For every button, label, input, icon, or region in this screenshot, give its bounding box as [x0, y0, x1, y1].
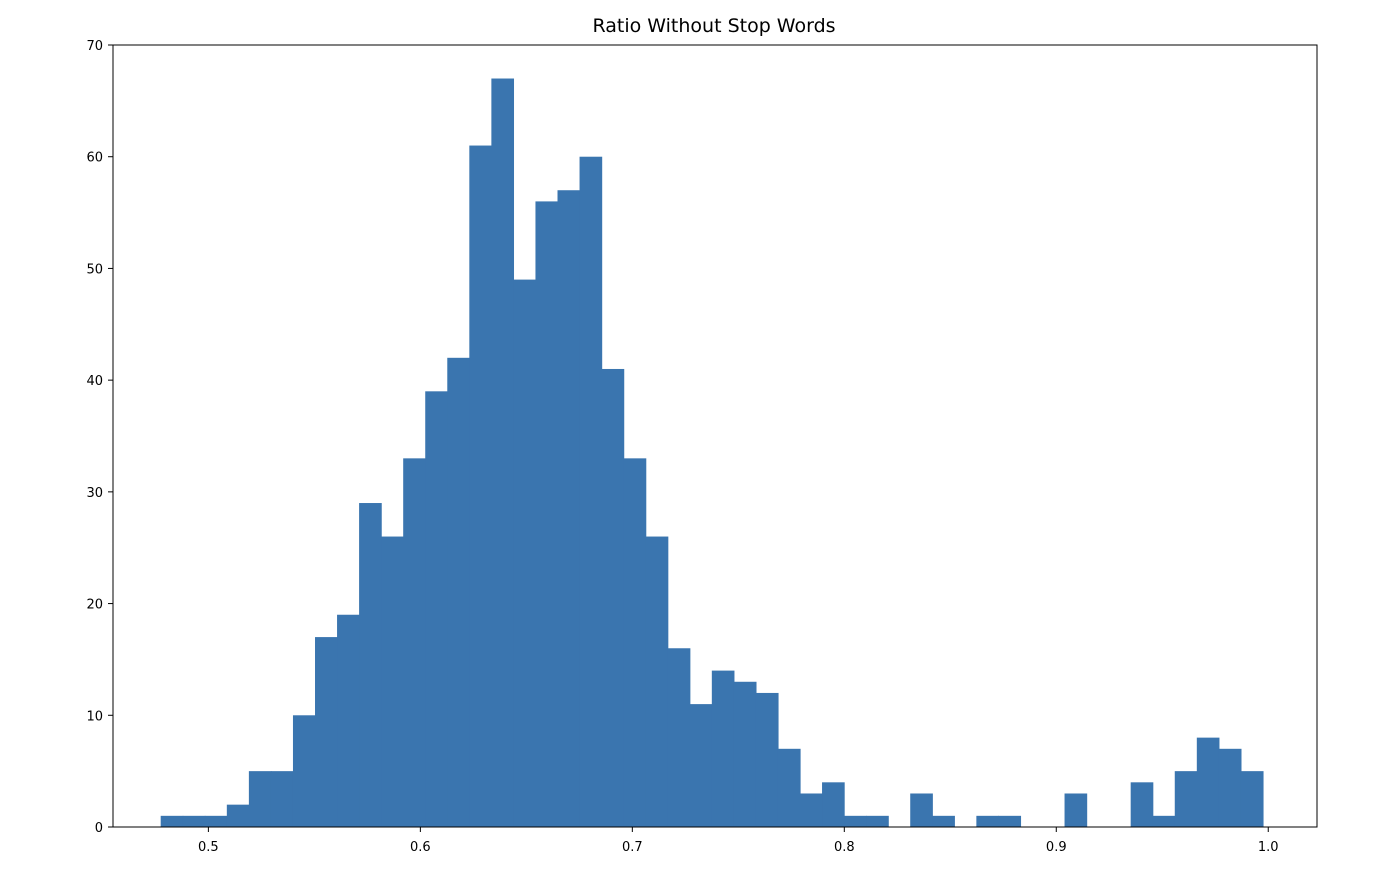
histogram-bar-0 [160, 815, 184, 827]
histogram-bar-24 [689, 704, 713, 827]
histogram-bar-15 [491, 78, 515, 827]
histogram-bar-13 [447, 357, 470, 827]
histogram-bar-22 [645, 536, 669, 827]
histogram-bar-21 [623, 458, 647, 827]
y-tick-label: 0 [95, 821, 103, 836]
y-tick-label: 10 [86, 709, 103, 724]
histogram-bar-44 [1130, 782, 1154, 827]
histogram-bar-12 [425, 391, 448, 827]
histogram-bar-30 [822, 782, 845, 827]
histogram-bar-47 [1196, 737, 1220, 827]
histogram-bar-7 [315, 637, 338, 827]
x-tick-label: 0.9 [1046, 840, 1067, 855]
histogram-bar-49 [1240, 771, 1264, 827]
histogram-bar-25 [711, 670, 735, 827]
histogram-bar-16 [513, 279, 537, 828]
x-axis: 0.5 0.6 0.7 0.8 0.9 1.0 [198, 827, 1279, 855]
y-tick-label: 60 [86, 151, 103, 166]
histogram-bar-20 [601, 368, 625, 827]
y-tick-label: 50 [86, 262, 103, 277]
histogram-bar-19 [579, 156, 603, 827]
x-tick-label: 1.0 [1258, 840, 1279, 855]
x-tick-label: 0.5 [198, 840, 219, 855]
histogram-bar-17 [535, 201, 559, 827]
histogram-bar-4 [248, 771, 272, 827]
histogram-bar-2 [204, 815, 228, 827]
histogram-bar-5 [270, 771, 294, 827]
histogram-bar-3 [226, 804, 250, 827]
histogram-bar-37 [976, 815, 1000, 827]
plot-frame [112, 44, 1318, 828]
y-tick-label: 30 [86, 486, 103, 501]
histogram-bar-9 [359, 503, 382, 827]
x-tick-label: 0.6 [410, 840, 431, 855]
x-tick-label: 0.8 [834, 840, 855, 855]
histogram-bar-48 [1218, 748, 1242, 827]
histogram-bar-38 [998, 815, 1022, 827]
y-axis: 0 10 20 30 40 50 60 70 [86, 39, 113, 836]
chart-title: Ratio Without Stop Words [592, 15, 835, 37]
histogram-bar-26 [733, 681, 757, 827]
histogram-bar-18 [557, 190, 581, 827]
histogram-bar-14 [469, 145, 492, 828]
histogram-bar-8 [337, 614, 360, 827]
histogram-bar-35 [932, 815, 955, 827]
histogram-bar-29 [800, 793, 823, 827]
histogram-bar-32 [866, 815, 889, 827]
histogram-bar-27 [755, 692, 779, 827]
histogram-bar-1 [182, 815, 206, 827]
histogram-bar-31 [844, 815, 867, 827]
histogram-bar-46 [1174, 771, 1198, 827]
histogram-bar-41 [1064, 793, 1088, 827]
histogram-bar-23 [667, 648, 691, 827]
histogram-bar-28 [777, 748, 801, 827]
histogram-bar-10 [381, 536, 404, 827]
y-tick-label: 40 [86, 374, 103, 389]
histogram-bar-34 [910, 793, 933, 827]
histogram-bar-6 [292, 715, 316, 827]
x-tick-label: 0.7 [622, 840, 643, 855]
histogram-bar-45 [1152, 815, 1176, 827]
bars-group [160, 78, 1264, 828]
histogram-bar-11 [403, 458, 426, 827]
y-tick-label: 70 [86, 39, 103, 54]
y-tick-label: 20 [86, 598, 103, 613]
